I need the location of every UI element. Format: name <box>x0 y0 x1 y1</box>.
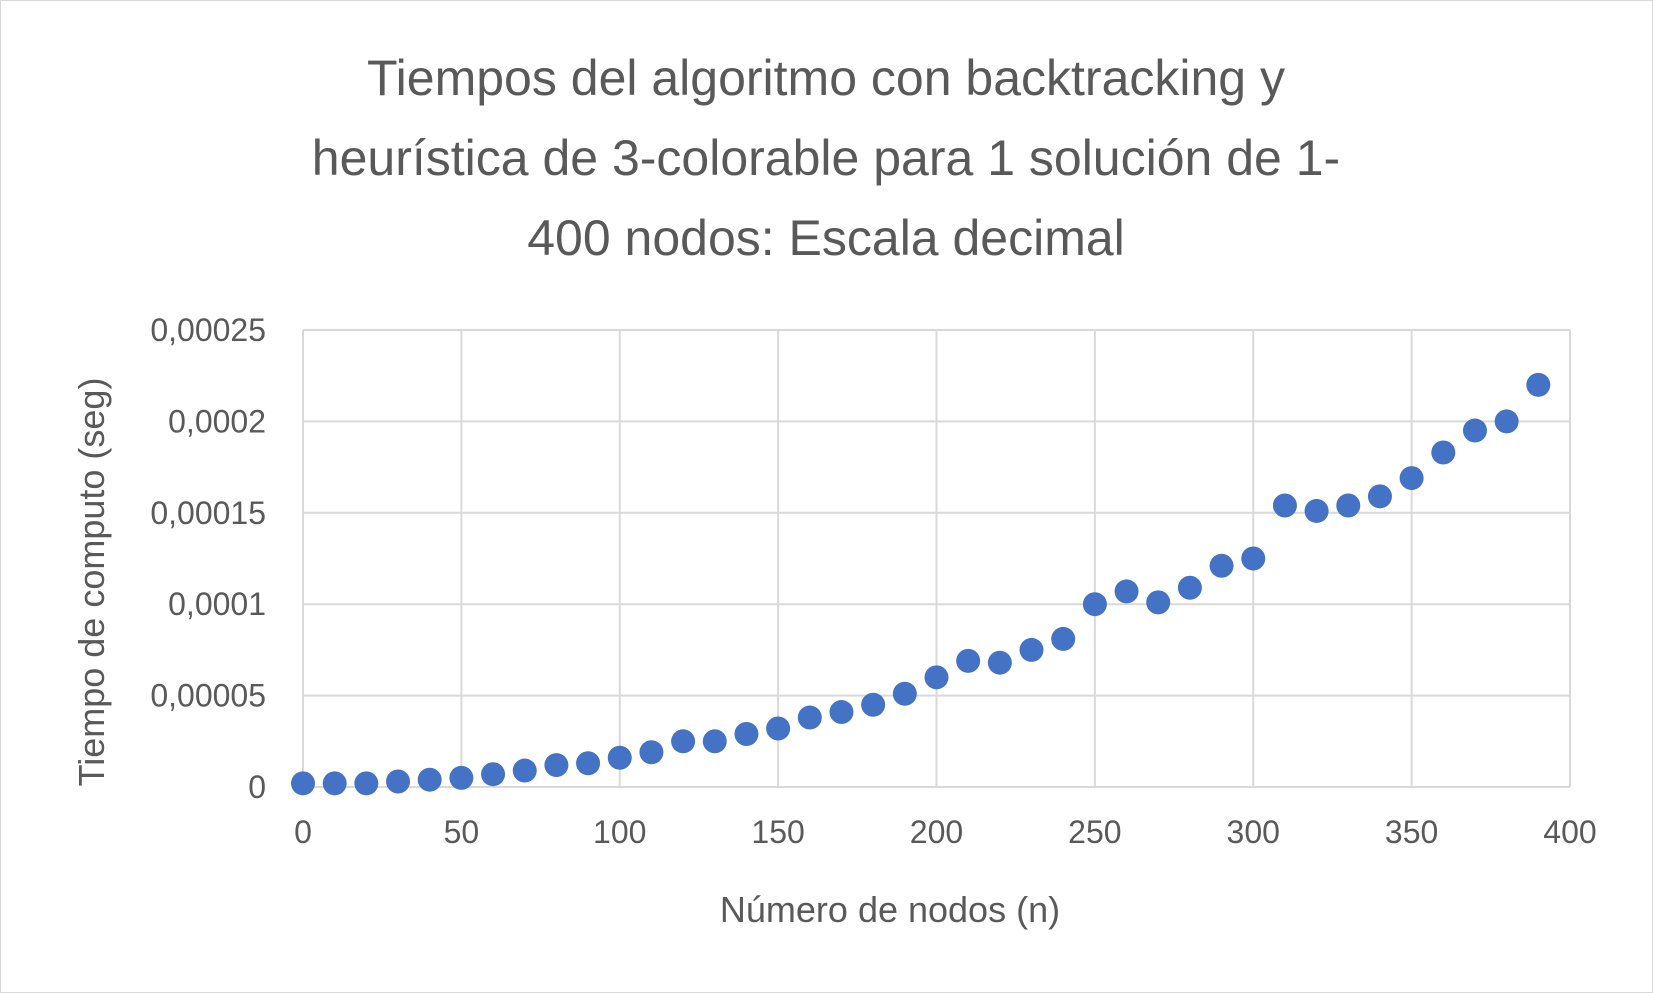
y-tick-label: 0,0002 <box>168 403 266 439</box>
data-point <box>354 771 379 796</box>
gridlines <box>302 329 1571 788</box>
chart-title-line-2: heurística de 3-colorable para 1 solució… <box>312 130 1340 186</box>
data-point <box>1399 466 1424 491</box>
data-point <box>1146 590 1171 615</box>
data-point <box>512 758 537 783</box>
data-point <box>544 753 569 778</box>
y-tick-label: 0,00025 <box>150 312 266 348</box>
data-point <box>892 681 917 706</box>
data-point <box>861 692 886 717</box>
data-point <box>1304 498 1329 523</box>
data-point <box>322 771 347 796</box>
y-tick-label: 0,00005 <box>150 678 266 714</box>
x-tick-label: 400 <box>1543 814 1596 850</box>
data-point <box>829 700 854 725</box>
data-point <box>1526 372 1551 397</box>
data-point <box>1367 484 1392 509</box>
data-point <box>449 765 474 790</box>
y-tick-label: 0,0001 <box>168 586 266 622</box>
y-tick-label: 0 <box>248 769 266 805</box>
data-point <box>766 716 791 741</box>
data-point <box>1209 553 1234 578</box>
data-point <box>576 751 601 776</box>
data-point <box>1114 579 1139 604</box>
x-axis-tick-labels: 0 50 100 150 200 250 300 350 400 <box>294 814 1597 850</box>
data-point <box>924 665 949 690</box>
x-tick-label: 50 <box>444 814 480 850</box>
data-point <box>987 650 1012 675</box>
data-point <box>702 729 727 754</box>
x-tick-label: 300 <box>1227 814 1280 850</box>
data-point <box>671 729 696 754</box>
data-point <box>1272 493 1297 518</box>
data-point <box>956 648 981 673</box>
data-point <box>1177 575 1202 600</box>
data-point <box>386 769 411 794</box>
chart-title-line-3: 400 nodos: Escala decimal <box>527 210 1125 266</box>
x-tick-label: 100 <box>593 814 646 850</box>
data-point <box>1431 440 1456 465</box>
data-point <box>607 745 632 770</box>
data-point <box>1019 637 1044 662</box>
data-point <box>797 705 822 730</box>
x-tick-label: 350 <box>1385 814 1438 850</box>
data-point <box>291 771 315 796</box>
data-point <box>639 740 664 765</box>
y-axis-tick-labels: 0 0,00005 0,0001 0,00015 0,0002 0,00025 <box>150 312 266 805</box>
data-point <box>1051 626 1076 651</box>
x-axis-title: Número de nodos (n) <box>720 889 1060 930</box>
x-tick-label: 150 <box>751 814 804 850</box>
y-axis-title: Tiempo de computo (seg) <box>71 378 112 787</box>
data-point <box>1462 418 1487 443</box>
data-point <box>734 721 759 746</box>
x-tick-label: 0 <box>294 814 312 850</box>
data-point <box>1336 493 1361 518</box>
chart-title-line-1: Tiempos del algoritmo con backtracking y <box>367 50 1285 106</box>
chart-title: Tiempos del algoritmo con backtracking y… <box>312 50 1340 266</box>
x-tick-label: 250 <box>1068 814 1121 850</box>
data-point <box>417 767 442 792</box>
data-point <box>1494 409 1519 434</box>
data-point <box>1241 546 1266 571</box>
data-point <box>1082 592 1107 617</box>
y-tick-label: 0,00015 <box>150 495 266 531</box>
x-tick-label: 200 <box>910 814 963 850</box>
data-points <box>291 372 1551 796</box>
data-point <box>481 762 506 787</box>
